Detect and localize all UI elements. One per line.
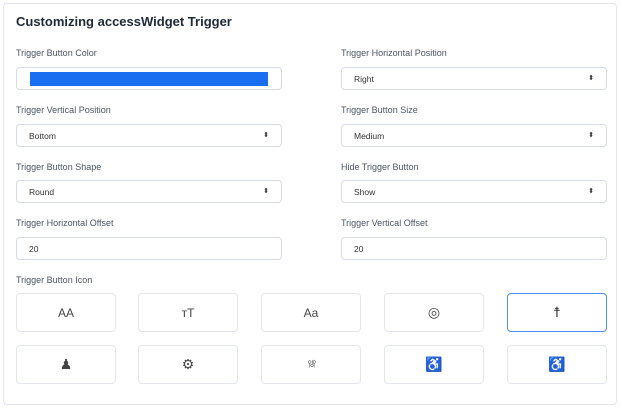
button-color-label: Trigger Button Color [16,48,97,58]
select-value: Show [354,186,376,197]
input-value: 20 [29,243,39,254]
font-case-icon: Aa [303,305,319,320]
horizontal-position-label: Trigger Horizontal Position [341,48,447,58]
select-value: Right [354,73,374,84]
vertical-offset-label: Trigger Vertical Offset [341,218,428,228]
icon-option-button[interactable]: ☨ [507,293,607,332]
icon-option-button[interactable]: ⫯⫰⫯ [261,345,361,384]
font-size-icon: AA [57,305,74,320]
icon-option-button[interactable]: ⚙ [138,345,238,384]
button-shape-select[interactable]: Round ⬍ [16,180,282,203]
select-arrows-icon: ⬍ [588,75,594,82]
vertical-position-label: Trigger Vertical Position [16,105,111,115]
select-arrows-icon: ⬍ [263,132,269,139]
life-ring-icon: ◎ [427,304,441,320]
select-value: Bottom [29,130,56,141]
button-shape-label: Trigger Button Shape [16,162,102,172]
horizontal-position-select[interactable]: Right ⬍ [341,67,607,90]
input-value: 20 [354,243,364,254]
wheelchair-active-icon: ♿ [548,356,566,372]
gear-icon: ⚙ [181,356,195,372]
vertical-offset-input[interactable]: 20 [341,237,607,260]
horizontal-offset-input[interactable]: 20 [16,237,282,260]
button-size-label: Trigger Button Size [341,105,418,115]
select-arrows-icon: ⬍ [588,188,594,195]
sliders-icon: ⫯⫰⫯ [307,359,316,370]
icon-option-button[interactable]: тT [138,293,238,332]
select-value: Round [29,186,55,197]
hide-button-label: Hide Trigger Button [341,162,419,172]
text-height-icon: тT [181,305,195,320]
icon-option-button[interactable]: Aa [261,293,361,332]
trigger-settings-card [3,3,617,405]
icon-option-button[interactable]: ♟ [16,345,116,384]
wheelchair-icon: ♿ [425,356,443,372]
button-icon-label: Trigger Button Icon [16,275,93,285]
button-color-picker[interactable] [16,67,282,90]
icon-option-button[interactable]: AA [16,293,116,332]
color-swatch [30,72,268,86]
page-title: Customizing accessWidget Trigger [16,14,232,29]
button-size-select[interactable]: Medium ⬍ [341,124,607,147]
icon-option-button[interactable]: ♿ [507,345,607,384]
select-value: Medium [354,130,385,141]
icon-option-button[interactable]: ◎ [384,293,484,332]
select-arrows-icon: ⬍ [263,188,269,195]
select-arrows-icon: ⬍ [588,132,594,139]
child-icon: ♟ [59,356,73,372]
vertical-position-select[interactable]: Bottom ⬍ [16,124,282,147]
accessibility-person-icon: ☨ [553,304,561,320]
icon-option-button[interactable]: ♿ [384,345,484,384]
horizontal-offset-label: Trigger Horizontal Offset [16,218,114,228]
hide-button-select[interactable]: Show ⬍ [341,180,607,203]
